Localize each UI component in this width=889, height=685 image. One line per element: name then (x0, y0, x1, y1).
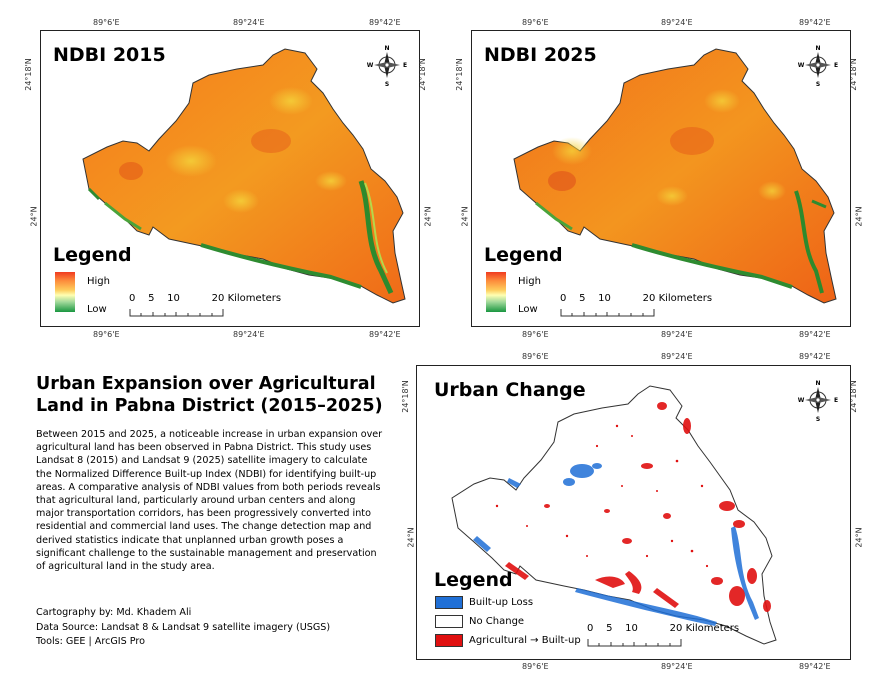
legend-swatch-built-up-loss (435, 596, 463, 609)
description-block: Urban Expansion over Agricultural Land i… (36, 373, 386, 573)
compass-s: S (816, 416, 820, 422)
built-up-loss-patches (473, 463, 759, 626)
compass-w: W (367, 62, 374, 69)
lat-tick: 24°18'N (400, 380, 410, 413)
lat-tick: 24°18'N (454, 58, 464, 91)
lon-tick: 89°42'E (799, 18, 831, 27)
lat-tick: 24°N (854, 206, 864, 227)
lat-tick: 24°N (854, 527, 864, 548)
scale-bar (587, 639, 682, 647)
compass-e: E (834, 62, 838, 69)
map-title: NDBI 2015 (53, 44, 166, 66)
scale-bar-label: 0 5 10 20 Kilometers (129, 293, 282, 304)
lon-tick: 89°6'E (93, 330, 120, 339)
urban-change-map (451, 385, 777, 645)
lon-tick: 89°42'E (799, 352, 831, 361)
credit-tools: Tools: GEE | ArcGIS Pro (36, 636, 145, 647)
north-arrow-icon: N S E W (798, 45, 838, 87)
credit-data-source: Data Source: Landsat 8 & Landsat 9 satel… (36, 622, 331, 633)
map-title: NDBI 2025 (484, 44, 597, 66)
compass-e: E (403, 62, 407, 69)
north-arrow-icon: N S E W (367, 45, 407, 87)
lon-tick: 89°24'E (233, 18, 265, 27)
description-text: Between 2015 and 2025, a noticeable incr… (36, 429, 383, 573)
scale-bar (560, 309, 655, 317)
legend-label-no-change: No Change (469, 616, 525, 627)
ndbi-color-ramp (486, 272, 506, 312)
lon-tick: 89°42'E (799, 662, 831, 671)
agricultural-to-built-up-patches (505, 402, 771, 612)
lon-tick: 89°6'E (522, 352, 549, 361)
district-map-2015 (82, 48, 406, 304)
legend-label-agri-to-built-up: Agricultural → Built-up (469, 635, 581, 646)
map-panel-ndbi-2015: NDBI 2015 Legend High Low 0 5 10 20 Kilo… (40, 30, 420, 327)
legend-high-label: High (518, 276, 541, 287)
scatter-specks (495, 424, 709, 568)
lon-tick: 89°24'E (661, 330, 693, 339)
compass-w: W (798, 62, 805, 69)
compass-n: N (815, 380, 820, 387)
lon-tick: 89°6'E (522, 330, 549, 339)
lon-tick: 89°24'E (661, 18, 693, 27)
lat-tick: 24°N (406, 527, 416, 548)
compass-n: N (384, 45, 389, 52)
scale-bar-label: 0 5 10 20 Kilometers (560, 293, 713, 304)
legend-low-label: Low (518, 304, 538, 315)
map-panel-urban-change: Urban Change Legend Built-up Loss No Cha… (416, 365, 851, 660)
compass-s: S (816, 81, 820, 87)
lon-tick: 89°42'E (369, 330, 401, 339)
ndbi-color-ramp (55, 272, 75, 312)
lat-tick: 24°N (29, 206, 39, 227)
lon-tick: 89°6'E (522, 18, 549, 27)
legend-high-label: High (87, 276, 110, 287)
lat-tick: 24°18'N (848, 58, 858, 91)
district-boundary (451, 385, 777, 645)
district-map-2025 (513, 48, 837, 304)
compass-n: N (815, 45, 820, 52)
lon-tick: 89°24'E (661, 662, 693, 671)
lon-tick: 89°6'E (93, 18, 120, 27)
scale-bar (129, 309, 224, 317)
credit-cartography: Cartography by: Md. Khadem Ali (36, 607, 192, 618)
legend-title: Legend (484, 244, 563, 266)
change-map-title: Urban Change (434, 379, 586, 401)
lon-tick: 89°24'E (661, 352, 693, 361)
lat-tick: 24°18'N (848, 380, 858, 413)
lat-tick: 24°N (423, 206, 433, 227)
map-panel-ndbi-2025: NDBI 2025 Legend High Low 0 5 10 20 Kilo… (471, 30, 851, 327)
lon-tick: 89°42'E (369, 18, 401, 27)
legend-low-label: Low (87, 304, 107, 315)
compass-s: S (385, 81, 389, 87)
lat-tick: 24°N (460, 206, 470, 227)
scale-bar-label: 0 5 10 20 Kilometers (587, 623, 740, 634)
legend-swatch-no-change (435, 615, 463, 628)
lon-tick: 89°42'E (799, 330, 831, 339)
lon-tick: 89°6'E (522, 662, 549, 671)
north-arrow-icon: N S E W (798, 380, 838, 422)
main-heading: Urban Expansion over Agricultural Land i… (36, 374, 383, 416)
change-legend-title: Legend (434, 569, 513, 591)
legend-title: Legend (53, 244, 132, 266)
compass-w: W (798, 397, 805, 404)
lat-tick: 24°18'N (417, 58, 427, 91)
legend-swatch-agri-to-built-up (435, 634, 463, 647)
lat-tick: 24°18'N (23, 58, 33, 91)
legend-label-built-up-loss: Built-up Loss (469, 597, 534, 608)
lon-tick: 89°24'E (233, 330, 265, 339)
compass-e: E (834, 397, 838, 404)
